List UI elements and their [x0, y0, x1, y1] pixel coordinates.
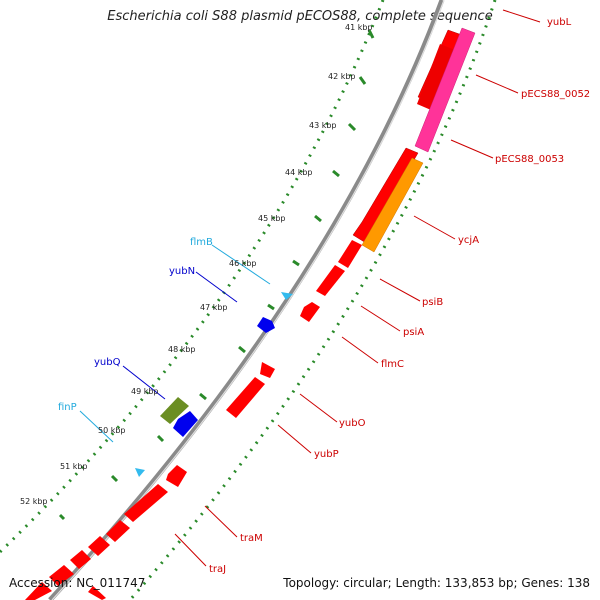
gene-label-traM[interactable]: traM — [240, 533, 263, 544]
gene-tra-small-1 — [106, 520, 130, 542]
kbp-label-46: 46 kbp — [229, 259, 257, 268]
kbp-label-43: 43 kbp — [309, 121, 337, 130]
gene-tra-small-5 — [25, 582, 52, 600]
kbp-labels: 41 kbp 42 kbp 43 kbp 44 kbp 45 kbp 46 kb… — [20, 23, 373, 506]
gene-tra-small-4 — [49, 565, 74, 586]
gene-label-yubL[interactable]: yubL — [547, 17, 572, 28]
kbp-tick-marks — [58, 29, 375, 521]
kbp-label-41: 41 kbp — [345, 23, 373, 32]
plasmid-backbone — [48, 0, 445, 600]
gene-psiA-arrow — [316, 265, 345, 296]
gene-tra-small-6 — [88, 586, 106, 600]
gene-label-psiB[interactable]: psiB — [422, 297, 443, 308]
gene-pECS88-0052-red-arrow — [417, 44, 455, 110]
kbp-label-50: 50 kbp — [98, 426, 126, 435]
gene-traM-arrow — [166, 465, 187, 487]
gene-yubN-blue — [257, 317, 275, 333]
gene-pECS88-0052-pink — [414, 27, 476, 153]
gene-label-flmB[interactable]: flmB — [190, 237, 213, 248]
plasmid-backbone-highlight — [51, 0, 445, 600]
topology-summary: Topology: circular; Length: 133,853 bp; … — [283, 576, 590, 590]
kbp-label-42: 42 kbp — [328, 72, 356, 81]
gene-label-pECS88-0053[interactable]: pECS88_0053 — [495, 154, 564, 165]
gene-label-flmC[interactable]: flmC — [381, 359, 404, 370]
kbp-label-45: 45 kbp — [258, 214, 286, 223]
gene-label-ycjA[interactable]: ycjA — [458, 235, 479, 246]
gene-tra-small-3 — [70, 550, 91, 569]
gene-ycjA-orange — [361, 157, 424, 253]
gene-yubQ-blue — [173, 411, 198, 437]
gene-label-yubQ[interactable]: yubQ — [94, 357, 121, 368]
gene-label-finP[interactable]: finP — [58, 402, 77, 413]
gene-yubP-arrow — [226, 377, 265, 418]
accession-text: Accession: NC_011747 — [9, 576, 146, 590]
kbp-label-49: 49 kbp — [131, 387, 159, 396]
kbp-label-51: 51 kbp — [60, 462, 88, 471]
gene-label-psiA[interactable]: psiA — [403, 327, 424, 338]
kbp-label-47: 47 kbp — [200, 303, 228, 312]
forward-genes — [25, 29, 463, 600]
gene-traJ-arrow — [124, 484, 168, 522]
gene-yubO-arrow — [260, 362, 275, 378]
gene-psiB-arrow — [338, 240, 362, 268]
gene-tra-small-2 — [88, 536, 110, 556]
label-leaders — [79, 9, 541, 567]
gene-pECS88-0053-arrow — [352, 147, 419, 244]
gene-label-pECS88-0052[interactable]: pECS88_0052 — [521, 89, 590, 100]
gene-label-yubP[interactable]: yubP — [314, 449, 339, 460]
map-title: Escherichia coli S88 plasmid pECOS88, co… — [107, 9, 493, 24]
kbp-label-48: 48 kbp — [168, 345, 196, 354]
gene-flmC-arrow — [300, 302, 320, 322]
gene-label-yubN[interactable]: yubN — [169, 266, 195, 277]
gene-labels: yubL pECS88_0052 pECS88_0053 ycjA psiB p… — [58, 17, 590, 575]
feature-flmB-marker — [281, 292, 293, 300]
gene-label-yubO[interactable]: yubO — [339, 418, 366, 429]
feature-finP-marker — [135, 468, 145, 477]
gene-yubQ-olive — [160, 397, 189, 424]
kbp-label-44: 44 kbp — [285, 168, 313, 177]
gene-label-traJ[interactable]: traJ — [209, 564, 226, 575]
kbp-label-52: 52 kbp — [20, 497, 48, 506]
